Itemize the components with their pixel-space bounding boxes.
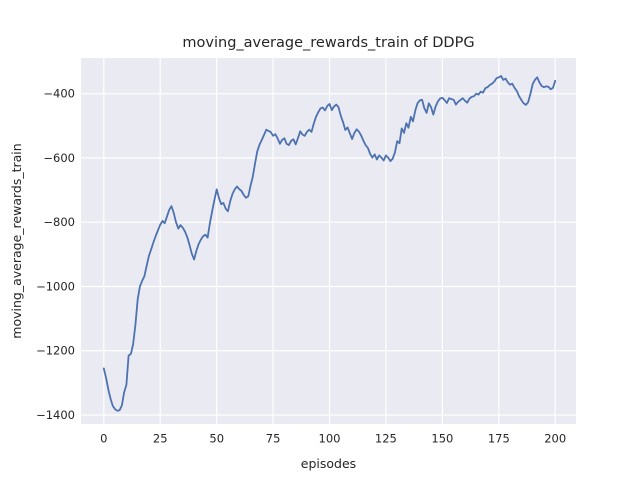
y-axis-label: moving_average_rewards_train (9, 143, 24, 338)
x-tick-label: 125 (375, 432, 397, 446)
y-tick-label: −1000 (36, 280, 75, 294)
x-tick-label: 25 (153, 432, 168, 446)
x-tick-label: 200 (544, 432, 566, 446)
x-axis-label: episodes (301, 456, 356, 471)
x-tick-label: 75 (266, 432, 281, 446)
y-tick-label: −600 (43, 151, 75, 165)
y-tick-label: −1200 (36, 344, 75, 358)
y-tick-label: −1400 (36, 408, 75, 422)
x-tick-label: 50 (209, 432, 224, 446)
y-tick-label: −400 (43, 87, 75, 101)
plot-area (81, 58, 576, 424)
x-tick-label: 0 (100, 432, 107, 446)
chart-title: moving_average_rewards_train of DDPG (182, 35, 474, 51)
x-tick-label: 175 (488, 432, 510, 446)
y-tick-label: −800 (43, 215, 75, 229)
x-tick-label: 150 (431, 432, 453, 446)
x-tick-label: 100 (319, 432, 341, 446)
series-line (102, 75, 557, 412)
